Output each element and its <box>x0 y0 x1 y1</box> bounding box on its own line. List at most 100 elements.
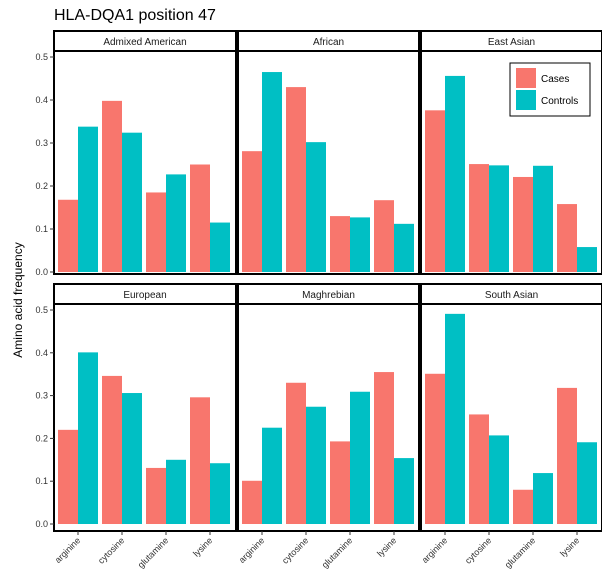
y-tick-label-row1: 0.2 <box>35 181 48 191</box>
bar-african-controls-lysine <box>394 223 414 272</box>
strip-label-african: African <box>313 37 344 48</box>
legend: Cases Controls <box>509 62 591 117</box>
bar-maghrebian-controls-cytosine <box>306 406 326 524</box>
panel-south-asian: South Asian <box>420 283 602 532</box>
y-tick-label-row1: 0.4 <box>35 95 48 105</box>
bar-african-cases-cytosine <box>286 87 306 272</box>
bar-admixed-american-cases-lysine <box>190 164 210 272</box>
y-tick-label-row1: 0.1 <box>35 224 48 234</box>
x-tick-label-cytosine: cytosine <box>96 535 126 565</box>
x-tick-label-arginine: arginine <box>420 535 450 565</box>
bar-south-asian-controls-arginine <box>445 313 465 524</box>
bar-south-asian-controls-glutamine <box>533 473 553 524</box>
bar-maghrebian-controls-lysine <box>394 458 414 524</box>
strip-label-european: European <box>123 290 166 301</box>
bar-european-controls-lysine <box>210 463 230 524</box>
panel-admixed-american: Admixed American <box>53 30 237 275</box>
x-tick-label-lysine: lysine <box>375 535 398 558</box>
panels-group: Admixed American African East Asian Europea… <box>53 30 602 532</box>
bar-african-cases-glutamine <box>330 216 350 272</box>
x-tick-label-glutamine: glutamine <box>136 535 171 570</box>
panel-maghrebian: Maghrebian <box>237 283 420 532</box>
bar-european-cases-lysine <box>190 397 210 524</box>
bar-east-asian-controls-lysine <box>577 247 597 272</box>
bar-east-asian-controls-cytosine <box>489 165 509 272</box>
y-tick-label-row1: 0.5 <box>35 52 48 62</box>
strip-label-south-asian: South Asian <box>485 290 538 301</box>
y-axes-group: 0.0 0.1 0.2 0.3 0.4 0.5 0.0 0.1 0.2 0.3 0.4 0.5 <box>35 52 54 529</box>
bar-maghrebian-controls-glutamine <box>350 391 370 524</box>
bar-south-asian-cases-lysine <box>557 387 577 524</box>
bar-european-cases-glutamine <box>146 467 166 524</box>
y-tick-label-row2: 0.2 <box>35 433 48 443</box>
bar-admixed-american-cases-arginine <box>58 199 78 272</box>
bar-european-controls-arginine <box>78 352 98 524</box>
x-tick-label-cytosine: cytosine <box>463 535 493 565</box>
panel-european: European <box>53 283 237 532</box>
x-tick-label-glutamine: glutamine <box>320 535 355 570</box>
bar-south-asian-controls-lysine <box>577 442 597 524</box>
panel-border-european <box>53 303 237 532</box>
bar-south-asian-cases-cytosine <box>469 414 489 524</box>
x-tick-label-lysine: lysine <box>191 535 214 558</box>
bar-african-controls-glutamine <box>350 217 370 272</box>
bar-east-asian-cases-lysine <box>557 204 577 272</box>
y-tick-label-row2: 0.1 <box>35 476 48 486</box>
bar-european-cases-arginine <box>58 429 78 524</box>
bar-admixed-american-controls-lysine <box>210 222 230 272</box>
bar-admixed-american-cases-cytosine <box>102 100 122 272</box>
bar-maghrebian-controls-arginine <box>262 427 282 524</box>
y-axis-title: Amino acid frequency <box>11 242 25 357</box>
bar-south-asian-cases-arginine <box>425 373 445 524</box>
panel-border-african <box>237 50 420 275</box>
y-tick-label-row2: 0.5 <box>35 305 48 315</box>
panel-border-east-asian <box>420 50 602 275</box>
x-tick-label-cytosine: cytosine <box>280 535 310 565</box>
panel-east-asian: East Asian <box>420 30 602 275</box>
bar-african-cases-arginine <box>242 151 262 272</box>
bar-maghrebian-cases-cytosine <box>286 382 306 524</box>
bar-east-asian-cases-cytosine <box>469 164 489 272</box>
bar-african-controls-arginine <box>262 72 282 272</box>
bar-east-asian-controls-arginine <box>445 75 465 272</box>
x-tick-label-lysine: lysine <box>558 535 581 558</box>
x-tick-label-glutamine: glutamine <box>503 535 538 570</box>
strip-label-maghrebian: Maghrebian <box>302 290 355 301</box>
chart-title: HLA-DQA1 position 47 <box>54 7 216 24</box>
panel-border-maghrebian <box>237 303 420 532</box>
bar-admixed-american-controls-cytosine <box>122 132 142 272</box>
bar-admixed-american-cases-glutamine <box>146 192 166 272</box>
x-tick-label-arginine: arginine <box>237 535 267 565</box>
bar-east-asian-cases-arginine <box>425 110 445 272</box>
bar-european-cases-cytosine <box>102 375 122 524</box>
y-tick-label-row2: 0.4 <box>35 348 48 358</box>
bar-south-asian-cases-glutamine <box>513 489 533 524</box>
bar-east-asian-controls-glutamine <box>533 165 553 272</box>
y-tick-label-row2: 0.3 <box>35 391 48 401</box>
bar-african-cases-lysine <box>374 200 394 272</box>
x-tick-label-arginine: arginine <box>53 535 83 565</box>
bar-admixed-american-controls-glutamine <box>166 174 186 272</box>
strip-label-admixed-american: Admixed American <box>103 37 186 48</box>
y-tick-label-row1: 0.0 <box>35 267 48 277</box>
legend-key-cases <box>516 68 536 88</box>
bar-admixed-american-controls-arginine <box>78 126 98 272</box>
legend-key-controls <box>516 90 536 110</box>
panel-border-south-asian <box>420 303 602 532</box>
bar-east-asian-cases-glutamine <box>513 176 533 272</box>
bar-european-controls-cytosine <box>122 393 142 524</box>
panel-border-admixed-american <box>53 50 237 275</box>
bar-african-controls-cytosine <box>306 142 326 272</box>
y-tick-label-row2: 0.0 <box>35 519 48 529</box>
bar-european-controls-glutamine <box>166 459 186 524</box>
strip-label-east-asian: East Asian <box>488 37 535 48</box>
bar-maghrebian-cases-glutamine <box>330 441 350 524</box>
legend-label-controls: Controls <box>541 96 578 107</box>
bar-maghrebian-cases-lysine <box>374 372 394 524</box>
legend-label-cases: Cases <box>541 74 569 85</box>
bar-south-asian-controls-cytosine <box>489 435 509 524</box>
bar-maghrebian-cases-arginine <box>242 480 262 524</box>
y-tick-label-row1: 0.3 <box>35 138 48 148</box>
panel-african: African <box>237 30 420 275</box>
x-axis-group: arginine cytosine glutamine lysine arginine c… <box>53 531 581 570</box>
